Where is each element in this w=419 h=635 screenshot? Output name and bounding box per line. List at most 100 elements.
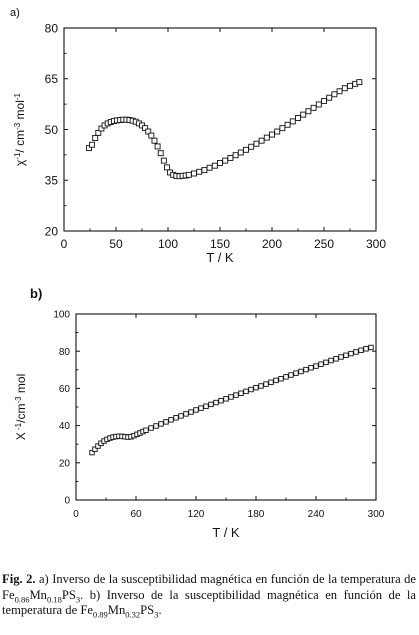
caption-subscript: 3 bbox=[154, 609, 159, 620]
data-point bbox=[368, 344, 374, 351]
x-tick-label: 180 bbox=[248, 509, 265, 520]
caption-text: . b) Inverso de la susceptibilidad magné… bbox=[2, 587, 416, 618]
data-point bbox=[347, 82, 353, 89]
figure-caption: Fig. 2. a) Inverso de la susceptibilidad… bbox=[2, 572, 416, 619]
data-point bbox=[218, 397, 224, 404]
x-axis-label: T / K bbox=[212, 525, 240, 540]
data-point bbox=[303, 366, 309, 373]
data-point bbox=[193, 407, 199, 413]
data-point bbox=[308, 365, 314, 371]
data-point bbox=[315, 101, 322, 108]
caption-subscript: 0.18 bbox=[46, 594, 62, 605]
x-axis-label: T / K bbox=[206, 250, 234, 265]
data-point bbox=[92, 135, 99, 141]
data-point bbox=[227, 154, 234, 161]
data-point bbox=[95, 443, 101, 449]
data-point bbox=[326, 94, 333, 101]
x-tick-label: 150 bbox=[210, 237, 230, 251]
y-axis-label-superscript: -1 bbox=[13, 92, 22, 100]
data-point bbox=[206, 164, 213, 171]
y-tick-label: 35 bbox=[45, 174, 59, 188]
data-point bbox=[274, 128, 281, 135]
y-tick-label: 100 bbox=[53, 310, 70, 321]
y-axis-label-text: / cm bbox=[13, 130, 27, 153]
data-point bbox=[223, 396, 229, 402]
data-point bbox=[353, 349, 359, 355]
x-tick-label: 250 bbox=[314, 237, 334, 251]
data-point bbox=[168, 417, 174, 423]
data-point bbox=[341, 85, 348, 92]
data-point bbox=[253, 384, 259, 391]
data-point bbox=[173, 415, 179, 421]
panel-b: b) 0 60 120 180 240 300 0 20 40 60 80 100 T / K X -1/… bbox=[14, 286, 385, 540]
y-axis-label: X -1/cm-3 mol bbox=[14, 374, 28, 441]
data-point bbox=[188, 409, 194, 415]
plot-frame bbox=[63, 27, 377, 232]
x-tick-label: 240 bbox=[308, 509, 325, 520]
x-tick-label: 50 bbox=[109, 237, 123, 251]
data-point bbox=[243, 388, 249, 395]
caption-text: Mn bbox=[29, 587, 47, 602]
y-axis-label-text: /cm bbox=[14, 404, 28, 423]
y-axis-label-superscript: -1 bbox=[14, 422, 23, 432]
y-tick-label: 20 bbox=[59, 458, 71, 469]
data-point bbox=[258, 137, 265, 144]
caption-label: Fig. 2. bbox=[2, 572, 36, 586]
x-tick-label: 300 bbox=[368, 509, 385, 520]
caption-subscript: 0.32 bbox=[125, 609, 141, 620]
y-tick-label: 80 bbox=[59, 347, 71, 358]
data-point bbox=[263, 134, 270, 141]
data-point bbox=[143, 427, 149, 433]
y-tick-label: 60 bbox=[59, 384, 71, 395]
data-point bbox=[293, 370, 299, 376]
y-axis-label-superscript: -1 bbox=[13, 152, 22, 160]
data-point bbox=[279, 125, 286, 132]
data-point bbox=[148, 132, 155, 139]
data-point bbox=[158, 421, 164, 427]
y-axis-label-text: mol bbox=[14, 374, 28, 397]
data-point bbox=[198, 405, 204, 411]
data-point bbox=[157, 150, 164, 157]
data-point bbox=[203, 403, 209, 409]
panel-a-label: a) bbox=[10, 7, 20, 19]
y-axis-label-superscript: -3 bbox=[13, 122, 22, 130]
data-point bbox=[153, 423, 159, 429]
data-point bbox=[313, 363, 319, 369]
data-point bbox=[295, 115, 301, 121]
y-axis-label-superscript: -3 bbox=[14, 396, 23, 404]
y-tick-label: 50 bbox=[45, 123, 59, 137]
data-point bbox=[89, 141, 96, 148]
y-tick-label: 0 bbox=[64, 496, 70, 507]
caption-subscript: 0.86 bbox=[14, 594, 30, 605]
y-tick-label: 40 bbox=[59, 421, 71, 432]
data-point bbox=[248, 143, 255, 150]
data-point bbox=[253, 140, 260, 147]
data-point bbox=[318, 361, 324, 367]
data-point bbox=[305, 108, 312, 115]
data-point bbox=[86, 145, 92, 152]
y-tick-label: 65 bbox=[45, 72, 59, 86]
data-point bbox=[95, 129, 102, 136]
data-point bbox=[213, 399, 219, 406]
caption-text: PS bbox=[61, 587, 76, 602]
data-point bbox=[358, 347, 364, 353]
data-point bbox=[154, 143, 161, 150]
data-point bbox=[233, 392, 239, 398]
x-tick-label: 0 bbox=[73, 509, 79, 520]
x-tick-label: 100 bbox=[158, 237, 178, 251]
data-series bbox=[89, 344, 374, 456]
data-point bbox=[263, 381, 269, 387]
data-point bbox=[142, 125, 149, 132]
y-tick-label: 20 bbox=[45, 224, 59, 238]
data-point bbox=[338, 354, 344, 360]
data-point bbox=[336, 88, 343, 95]
y-axis-label-text: χ bbox=[13, 159, 27, 166]
caption-text: Mn bbox=[107, 603, 126, 617]
data-point bbox=[89, 449, 95, 456]
data-point bbox=[331, 91, 338, 98]
data-point bbox=[328, 357, 334, 364]
data-point bbox=[269, 131, 275, 138]
data-point bbox=[228, 394, 234, 400]
data-point bbox=[217, 160, 223, 166]
data-point bbox=[208, 401, 214, 408]
